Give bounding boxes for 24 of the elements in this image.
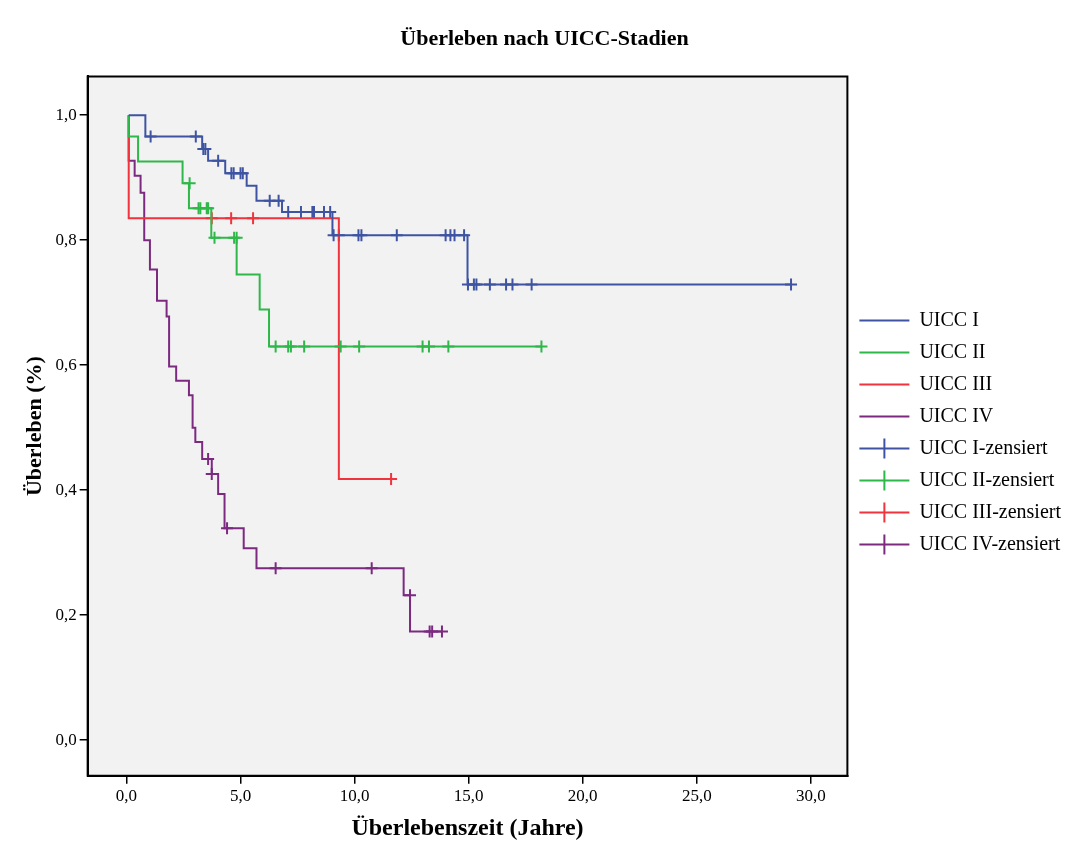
- y-axis-title: Überleben (%): [20, 356, 46, 497]
- legend-label: UICC I-zensiert: [919, 435, 1049, 458]
- legend-label: UICC III-zensiert: [919, 499, 1062, 522]
- x-tick-label: 15,0: [453, 786, 484, 806]
- legend-label: UICC II-zensiert: [919, 467, 1055, 490]
- y-tick-label: 0,2: [55, 604, 77, 624]
- y-tick-label: 0,8: [55, 229, 77, 249]
- legend-label: UICC IV: [919, 403, 994, 426]
- x-tick-label: 5,0: [229, 786, 252, 806]
- x-tick-label: 20,0: [567, 786, 598, 806]
- legend-label: UICC II: [919, 339, 986, 362]
- legend-label: UICC III: [919, 371, 993, 394]
- legend-label: UICC IV-zensiert: [919, 531, 1061, 554]
- y-tick-label: 0,4: [55, 479, 78, 499]
- x-tick-label: 30,0: [796, 786, 826, 806]
- y-tick-label: 1,0: [55, 104, 77, 124]
- x-tick-label: 10,0: [339, 786, 370, 806]
- y-tick-label: 0,0: [55, 729, 77, 749]
- chart-title: Überleben nach UICC-Stadien: [400, 24, 689, 50]
- y-tick-label: 0,6: [55, 354, 77, 374]
- x-axis-title: Überlebenszeit (Jahre): [351, 813, 584, 840]
- legend-label: UICC I: [919, 307, 979, 330]
- x-tick-label: 0,0: [115, 786, 138, 806]
- x-tick-label: 25,0: [681, 786, 712, 806]
